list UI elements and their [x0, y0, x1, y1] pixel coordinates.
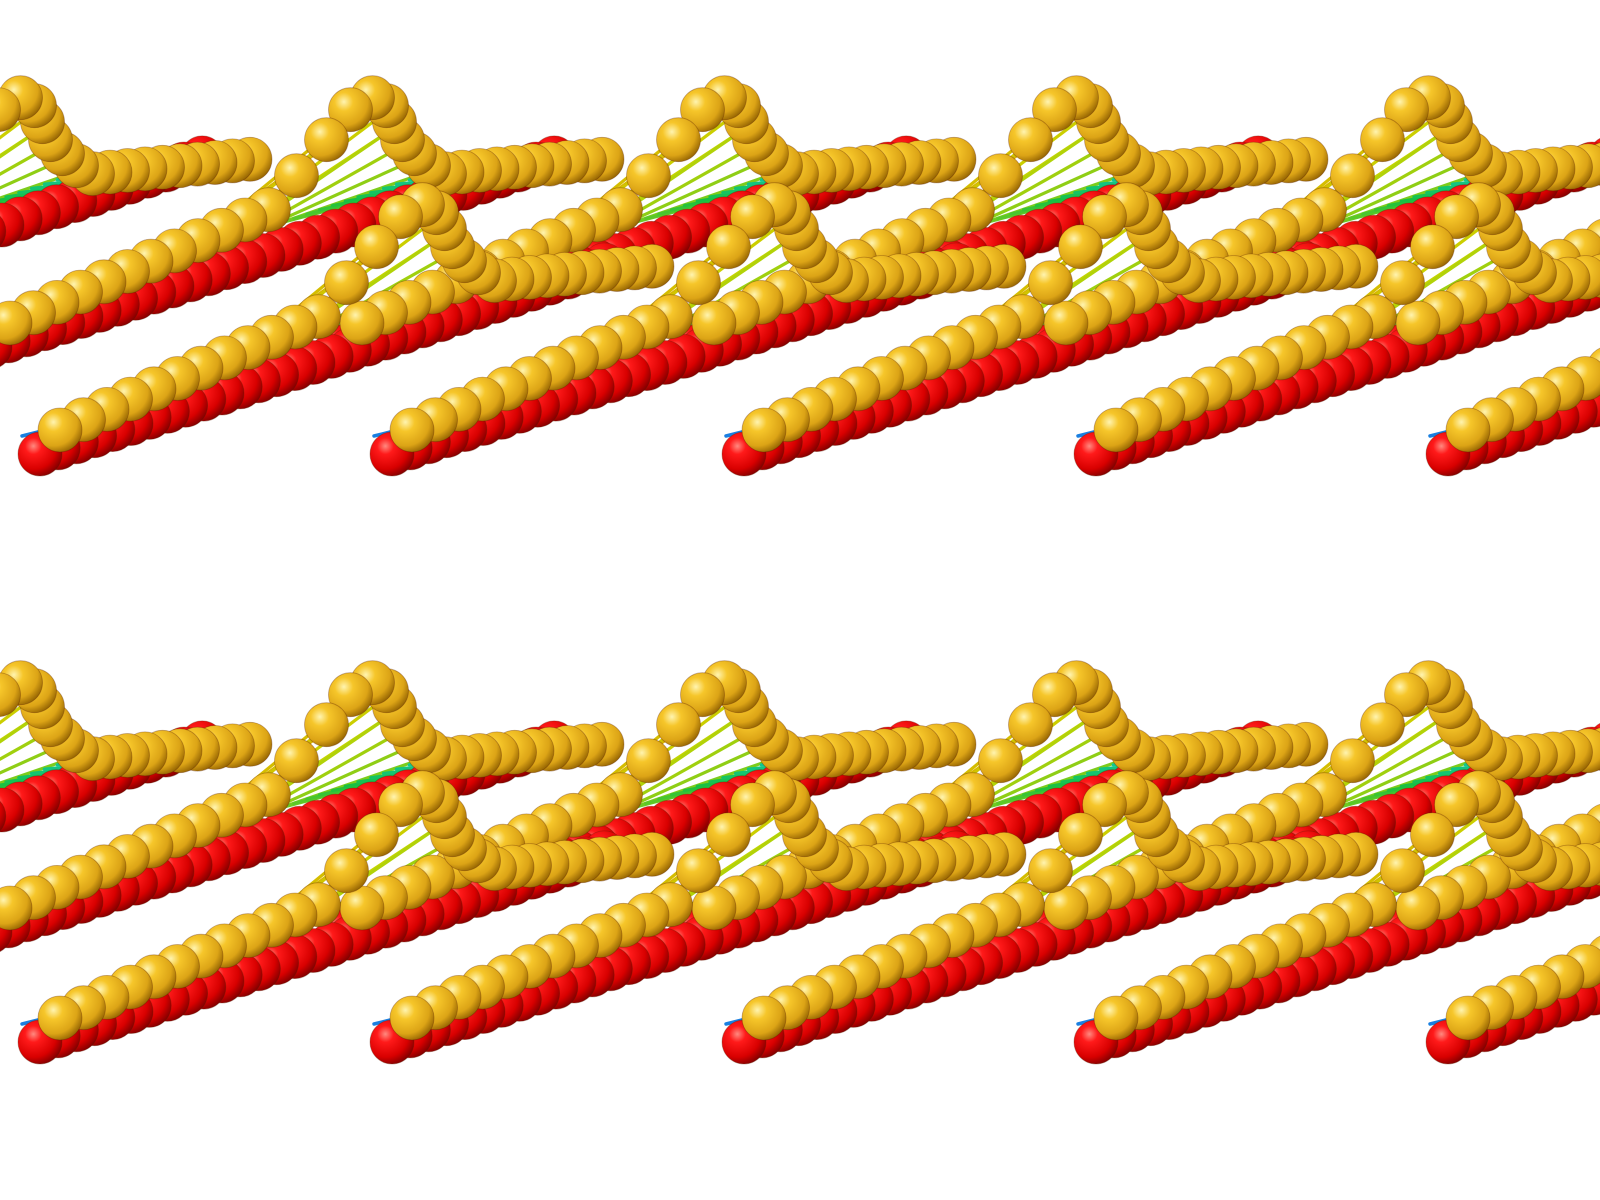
gold-bead	[730, 194, 775, 240]
gold-bead	[1395, 300, 1441, 346]
bond-stick	[0, 170, 79, 200]
gold-bead	[378, 782, 423, 828]
gold-bead	[37, 995, 83, 1041]
gold-bead	[656, 702, 701, 748]
gold-bead	[1082, 782, 1127, 828]
gold-bead	[676, 848, 721, 894]
red-bead	[0, 215, 7, 247]
red-bead	[0, 800, 7, 832]
gold-bead	[1028, 848, 1073, 894]
gold-bead	[324, 848, 369, 894]
gold-bead	[1434, 782, 1479, 828]
gold-bead	[706, 224, 751, 270]
gold-bead	[1330, 153, 1375, 199]
bond-stick	[0, 110, 37, 140]
red-bead	[0, 787, 25, 833]
gold-bead	[0, 300, 33, 346]
gold-bead	[1410, 812, 1455, 858]
gold-bead	[274, 738, 319, 784]
bond-stick	[0, 158, 65, 190]
gold-bead-chains	[0, 75, 1600, 1041]
gold-bead	[1360, 117, 1405, 163]
gold-bead	[626, 153, 671, 199]
gold-bead	[1330, 738, 1375, 784]
gold-bead	[1082, 194, 1127, 240]
gold-bead	[691, 300, 737, 346]
bond-stick	[0, 711, 45, 744]
red-bead	[0, 202, 25, 248]
gold-bead	[324, 260, 369, 306]
gold-bead	[304, 702, 349, 748]
gold-bead	[680, 672, 725, 718]
gold-bead	[339, 300, 385, 346]
gold-bead	[354, 224, 399, 270]
bond-stick	[0, 743, 65, 775]
gold-bead	[680, 87, 725, 133]
gold-bead	[676, 260, 721, 306]
gold-bead	[328, 672, 373, 718]
bond-stick	[0, 144, 53, 176]
gold-bead	[741, 995, 787, 1041]
gold-bead	[304, 117, 349, 163]
bond-stick	[0, 695, 37, 725]
gold-bead	[1093, 995, 1139, 1041]
gold-bead	[626, 738, 671, 784]
gold-bead	[730, 782, 775, 828]
gold-bead	[706, 812, 751, 858]
bond-stick	[0, 755, 79, 785]
gold-bead	[978, 153, 1023, 199]
gold-bead	[1445, 995, 1491, 1041]
gold-bead	[1032, 672, 1077, 718]
gold-bead	[1410, 224, 1455, 270]
gold-bead	[378, 194, 423, 240]
gold-bead	[389, 995, 435, 1041]
gold-bead	[1434, 194, 1479, 240]
gold-bead	[1093, 407, 1139, 453]
gold-bead	[741, 407, 787, 453]
gold-bead	[1380, 260, 1425, 306]
gold-bead	[1032, 87, 1077, 133]
gold-bead	[37, 407, 83, 453]
gold-bead	[1384, 672, 1429, 718]
gold-bead	[1380, 848, 1425, 894]
gold-bead	[1058, 812, 1103, 858]
gold-bead	[656, 117, 701, 163]
gold-bead	[1028, 260, 1073, 306]
gold-bead	[0, 672, 21, 718]
gold-bead	[1360, 702, 1405, 748]
gold-bead	[1043, 300, 1089, 346]
gold-bead	[1384, 87, 1429, 133]
gold-bead	[354, 812, 399, 858]
gold-bead	[328, 87, 373, 133]
gold-bead	[1008, 702, 1053, 748]
gold-bead	[1445, 407, 1491, 453]
gold-bead	[1008, 117, 1053, 163]
bond-stick	[0, 729, 53, 761]
gold-bead	[389, 407, 435, 453]
gold-bead	[1058, 224, 1103, 270]
bond-stick	[0, 126, 45, 159]
gold-bead	[274, 153, 319, 199]
gold-bead	[0, 87, 21, 133]
gold-bead	[0, 885, 33, 931]
gold-bead	[978, 738, 1023, 784]
